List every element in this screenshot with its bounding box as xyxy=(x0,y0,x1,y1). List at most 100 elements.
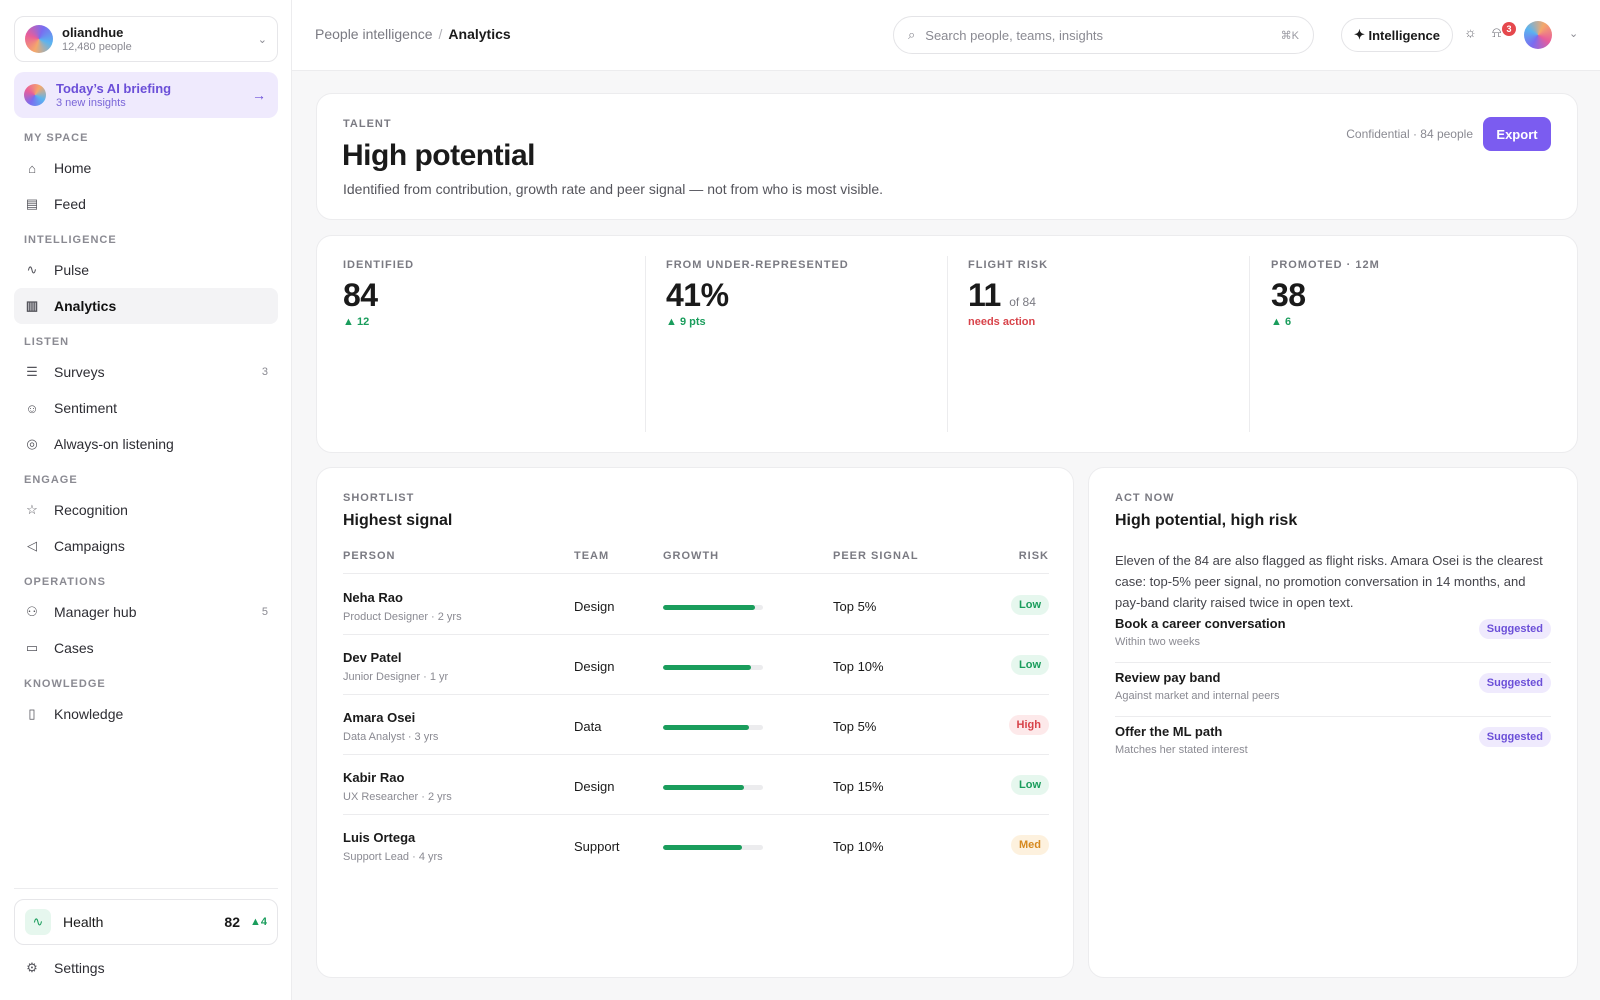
ai-briefing-card[interactable]: Today’s AI briefing 3 new insights → xyxy=(14,72,278,118)
act-now-title: High potential, high risk xyxy=(1115,512,1298,529)
growth-bar xyxy=(663,785,763,790)
table-row[interactable]: Amara Osei Data Analyst · 3 yrs Data Top 5%… xyxy=(343,695,1049,755)
stat-flight-risk: FLIGHT RISK 11 of 84 needs action xyxy=(968,256,1248,432)
bar-chart-icon: ▥ xyxy=(25,298,39,313)
user-avatar[interactable] xyxy=(1524,21,1552,49)
suggested-badge[interactable]: Suggested xyxy=(1478,727,1551,747)
search-icon: ⌕ xyxy=(908,27,916,42)
column-risk[interactable]: RISK xyxy=(1018,550,1049,562)
growth-bar-fill xyxy=(663,665,751,670)
risk-badge: Low xyxy=(1011,655,1049,675)
sidebar-item-settings[interactable]: ⚙ Settings xyxy=(14,950,278,986)
stat-delta: ▲ 12 xyxy=(343,316,370,328)
page-title: High potential xyxy=(342,139,535,172)
column-person[interactable]: PERSON xyxy=(343,550,396,562)
suggested-badge[interactable]: Suggested xyxy=(1478,673,1551,693)
sidebar-item-manager-hub[interactable]: ⚇ Manager hub 5 xyxy=(14,594,278,630)
sidebar-nav: MY SPACE ⌂ Home ▤ Feed INTELLIGENCE ∿ Pu… xyxy=(14,128,278,732)
growth-bar xyxy=(663,605,763,610)
table-row[interactable]: Neha Rao Product Designer · 2 yrs Design To… xyxy=(343,575,1049,635)
book-icon: ▯ xyxy=(28,706,36,721)
sidebar-item-surveys[interactable]: ☰ Surveys 3 xyxy=(14,354,278,390)
sidebar-item-sentiment[interactable]: ☺ Sentiment xyxy=(14,390,278,426)
act-now-card: ACT NOW High potential, high risk Eleven… xyxy=(1088,467,1578,978)
gear-icon: ⚙ xyxy=(26,960,38,975)
sidebar-item-always-on-listening[interactable]: ◎ Always-on listening xyxy=(14,426,278,462)
chevron-down-icon[interactable]: ⌄ xyxy=(1569,28,1579,40)
search-bar[interactable]: ⌕ ⌘K xyxy=(893,16,1314,54)
intelligence-button[interactable]: ✦ Intelligence xyxy=(1341,18,1453,52)
briefcase-icon: ▭ xyxy=(25,640,39,655)
act-now-body: Eleven of the 84 are also flagged as fli… xyxy=(1115,553,1543,610)
health-widget[interactable]: ∿ Health 82 ▲4 xyxy=(14,899,278,945)
table-row[interactable]: Kabir Rao UX Researcher · 2 yrs Design Top … xyxy=(343,755,1049,815)
column-growth[interactable]: GROWTH xyxy=(663,550,720,562)
health-score: 82 xyxy=(224,914,240,930)
breadcrumb-parent[interactable]: People intelligence xyxy=(315,26,433,42)
bell-icon[interactable]: ⍾ xyxy=(1492,24,1502,40)
person-meta: Data Analyst · 3 yrs xyxy=(343,731,439,743)
suggested-badge[interactable]: Suggested xyxy=(1478,619,1551,639)
table-row[interactable]: Luis Ortega Support Lead · 4 yrs Support To… xyxy=(343,815,1049,875)
action-item[interactable]: Review pay band Against market and intern… xyxy=(1115,662,1551,717)
sidebar-item-campaigns[interactable]: ◁ Campaigns xyxy=(14,528,278,564)
sidebar-item-label: Home xyxy=(54,160,92,176)
person-name[interactable]: Kabir Rao xyxy=(343,770,405,785)
sidebar-item-home[interactable]: ⌂ Home xyxy=(14,150,278,186)
breadcrumb: People intelligence / Analytics xyxy=(315,26,511,42)
sidebar-item-pulse[interactable]: ∿ Pulse xyxy=(14,252,278,288)
shortlist-title: Highest signal xyxy=(343,512,453,529)
person-name[interactable]: Luis Ortega xyxy=(343,830,416,845)
org-switcher[interactable]: oliandhue 12,480 people ⌄ xyxy=(14,16,278,62)
table-header: PERSON TEAM GROWTH PEER SIGNAL RISK xyxy=(343,548,1049,574)
act-now-eyebrow: ACT NOW xyxy=(1115,492,1175,504)
page-description: Identified from contribution, growth rat… xyxy=(343,181,884,197)
section-operations: OPERATIONS xyxy=(24,576,106,588)
shortlist-card: SHORTLIST Highest signal PERSON TEAM GRO… xyxy=(316,467,1074,978)
growth-bar xyxy=(663,845,763,850)
export-button[interactable]: Export xyxy=(1483,117,1551,151)
stat-divider xyxy=(947,256,948,432)
stat-value: 38 xyxy=(1271,277,1306,313)
sidebar-item-cases[interactable]: ▭ Cases xyxy=(14,630,278,666)
person-name[interactable]: Dev Patel xyxy=(343,650,402,665)
stat-divider xyxy=(645,256,646,432)
page-eyebrow: TALENT xyxy=(343,118,392,130)
sidebar-item-knowledge[interactable]: ▯ Knowledge xyxy=(14,696,278,732)
action-subtitle: Against market and internal peers xyxy=(1115,690,1280,702)
column-team[interactable]: TEAM xyxy=(574,550,610,562)
home-icon: ⌂ xyxy=(28,160,36,176)
sidebar-item-analytics[interactable]: ▥ Analytics xyxy=(14,288,278,324)
stat-label: FROM UNDER-REPRESENTED xyxy=(666,259,849,271)
confidential-note: Confidential · 84 people xyxy=(1346,127,1473,141)
person-meta: UX Researcher · 2 yrs xyxy=(343,791,452,803)
peer-signal-cell: Top 10% xyxy=(833,659,884,674)
sidebar-item-feed[interactable]: ▤ Feed xyxy=(14,186,278,222)
stat-value: 41% xyxy=(666,277,729,313)
sidebar-item-recognition[interactable]: ☆ Recognition xyxy=(14,492,278,528)
section-intelligence: INTELLIGENCE xyxy=(24,234,117,246)
table-row[interactable]: Dev Patel Junior Designer · 1 yr Design Top… xyxy=(343,635,1049,695)
person-name[interactable]: Amara Osei xyxy=(343,710,416,725)
sidebar-divider xyxy=(14,888,278,889)
peer-signal-cell: Top 5% xyxy=(833,719,877,734)
risk-badge: Low xyxy=(1011,775,1049,795)
shortlist-eyebrow: SHORTLIST xyxy=(343,492,415,504)
action-title: Review pay band xyxy=(1115,670,1221,685)
stat-under-represented: FROM UNDER-REPRESENTED 41% ▲ 9 pts xyxy=(666,256,946,432)
search-input[interactable] xyxy=(925,27,1281,43)
stat-label: FLIGHT RISK xyxy=(968,259,1049,271)
column-peer-signal[interactable]: PEER SIGNAL xyxy=(833,550,919,562)
sidebar-item-label: Sentiment xyxy=(54,400,118,416)
action-item[interactable]: Book a career conversation Within two wee… xyxy=(1115,608,1551,663)
person-name[interactable]: Neha Rao xyxy=(343,590,403,605)
stat-label: IDENTIFIED xyxy=(343,259,415,271)
pulse-icon: ∿ xyxy=(26,262,38,277)
person-meta: Product Designer · 2 yrs xyxy=(343,611,462,623)
theme-toggle-icon[interactable]: ☼ xyxy=(1464,24,1477,40)
peer-signal-cell: Top 5% xyxy=(833,599,877,614)
sidebar-item-label: Always-on listening xyxy=(54,436,174,452)
person-meta: Support Lead · 4 yrs xyxy=(343,851,443,863)
action-item[interactable]: Offer the ML path Matches her stated inte… xyxy=(1115,716,1551,771)
section-engage: ENGAGE xyxy=(24,474,78,486)
